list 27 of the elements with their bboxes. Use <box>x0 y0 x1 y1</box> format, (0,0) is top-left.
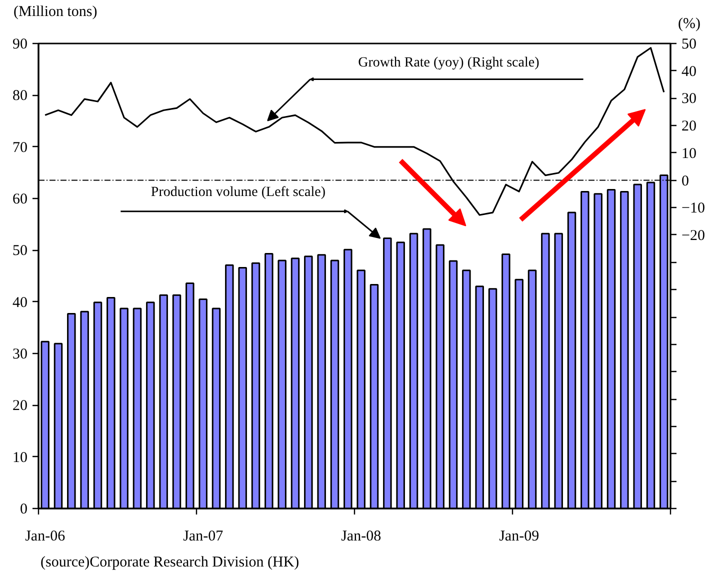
y-tick-label: 30 <box>12 346 28 362</box>
text: (source)Corporate Research Division (HK) <box>40 554 300 570</box>
y2-tick-label: 50 <box>682 36 696 52</box>
y-tick-label: 90 <box>12 36 28 52</box>
y2-tick-label: −10 <box>682 200 705 217</box>
annotation: Production volume (Left scale) <box>150 184 326 200</box>
y-tick-label: 40 <box>12 294 28 311</box>
y-tick-label: 70 <box>12 140 28 156</box>
x-tick-label: Jan-09 <box>499 528 540 544</box>
y-tick-label: 10 <box>12 450 28 466</box>
y-tick-label: 80 <box>12 88 28 104</box>
annotation: Growth Rate (yoy) (Right scale) <box>358 56 540 71</box>
y-tick-label: 20 <box>12 398 28 414</box>
y2-tick-label: 20 <box>682 118 696 135</box>
y-tick-label: 60 <box>12 192 28 208</box>
y2-tick-label: −20 <box>682 228 705 244</box>
y2-tick-label: 0 <box>682 173 689 190</box>
y2-tick-label: 30 <box>682 91 696 108</box>
y-tick-label: 0 <box>20 502 28 518</box>
y2-axis-title: (%) <box>678 16 701 32</box>
x-tick-label: Jan-07 <box>183 528 224 544</box>
y-tick-label: 50 <box>12 243 28 260</box>
y-axis-title: (Million tons) <box>14 4 98 20</box>
x-tick-label: Jan-06 <box>25 528 66 544</box>
x-tick-label: Jan-08 <box>341 528 382 544</box>
y2-tick-label: 40 <box>682 64 696 80</box>
y2-tick-label: 10 <box>682 146 696 162</box>
